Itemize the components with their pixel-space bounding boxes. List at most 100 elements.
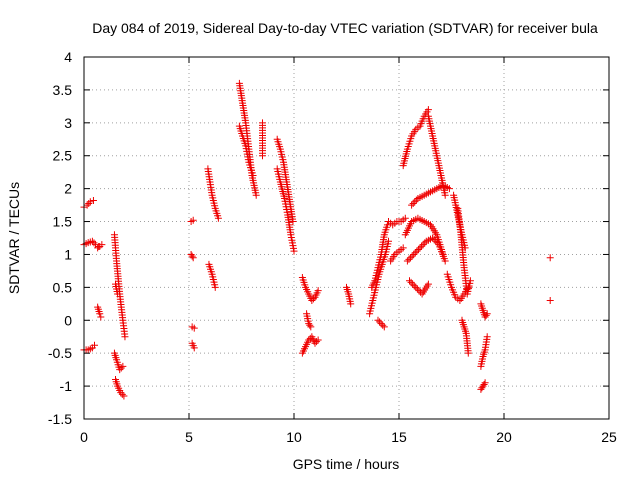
y-tick-label: -0.5: [48, 345, 72, 361]
data-point: [403, 257, 411, 265]
data-point: [289, 218, 297, 226]
data-point: [424, 106, 432, 114]
chart-title: Day 084 of 2019, Sidereal Day-to-day VTE…: [92, 20, 598, 36]
data-point: [121, 333, 129, 341]
data-point: [306, 321, 314, 329]
y-tick-label: 0.5: [53, 279, 73, 295]
data-point: [119, 362, 127, 370]
data-point: [412, 196, 420, 204]
data-point: [249, 171, 257, 179]
y-tick-label: 4: [64, 49, 72, 65]
data-point: [466, 277, 474, 285]
data-point: [307, 323, 315, 331]
y-tick-label: 2.5: [53, 148, 73, 164]
data-point: [481, 379, 489, 387]
data-point: [546, 254, 554, 262]
grid: [84, 57, 609, 419]
data-point: [407, 254, 415, 262]
data-point: [88, 237, 96, 245]
x-tick-label: 15: [391, 429, 407, 445]
x-tick-labels: 0 5 10 15 20 25: [80, 429, 617, 445]
data-point: [411, 249, 419, 257]
data-point: [311, 339, 319, 347]
data-point: [96, 310, 104, 318]
data-point: [83, 201, 91, 209]
data-point: [399, 244, 407, 252]
data-point: [214, 214, 222, 222]
x-tick-label: 25: [601, 429, 617, 445]
data-point: [401, 214, 409, 222]
data-point: [376, 318, 384, 326]
data-point: [314, 287, 322, 295]
data-point: [91, 341, 98, 349]
data-point: [414, 246, 422, 254]
data-point: [546, 297, 554, 305]
data-point: [114, 290, 122, 298]
data-point: [309, 295, 317, 303]
y-tick-label: 3.5: [53, 82, 73, 98]
data-point: [405, 255, 413, 263]
data-point: [418, 242, 426, 250]
data-point: [89, 196, 97, 204]
data-point: [347, 300, 355, 308]
data-point: [290, 247, 298, 255]
data-point: [380, 323, 388, 331]
y-tick-label: -1: [60, 378, 73, 394]
data-point: [419, 241, 427, 249]
y-tick-label: -1.5: [48, 411, 72, 427]
data-point: [85, 199, 93, 207]
data-point: [430, 236, 438, 244]
data-point: [189, 216, 197, 224]
data-point: [98, 241, 106, 249]
data-point: [433, 239, 441, 247]
data-point: [408, 252, 416, 260]
plot-frame: [83, 56, 610, 420]
data-point: [412, 283, 420, 291]
data-point: [441, 191, 449, 199]
data-point: [120, 392, 128, 400]
data-point: [314, 336, 322, 344]
data-point: [464, 349, 472, 357]
data-point: [305, 336, 313, 344]
data-point: [483, 333, 491, 341]
data-point: [406, 277, 413, 285]
data-point: [117, 389, 125, 397]
data-point: [424, 280, 432, 288]
data-point: [415, 287, 423, 295]
data-point: [116, 366, 124, 374]
y-tick-label: 3: [64, 115, 72, 131]
data-point: [432, 237, 440, 245]
data-point: [90, 239, 98, 247]
data-point: [413, 285, 421, 293]
y-axis-label: SDTVAR / TECUs: [6, 182, 22, 294]
data-point: [374, 316, 382, 324]
data-points: [80, 79, 554, 400]
data-point: [445, 185, 453, 193]
data-point: [385, 237, 392, 245]
data-point: [483, 310, 491, 318]
data-point: [188, 252, 196, 260]
x-axis-label: GPS time / hours: [293, 456, 400, 472]
data-point: [313, 338, 321, 346]
y-tick-label: 2: [64, 181, 72, 197]
data-point: [410, 250, 418, 258]
y-tick-labels: -1.5 -1 -0.5 0 0.5 1 1.5 2 2.5 3 3.5 4: [48, 49, 72, 427]
data-point: [190, 324, 198, 332]
x-tick-label: 10: [286, 429, 302, 445]
data-point: [97, 313, 105, 321]
data-point: [211, 283, 219, 291]
data-point: [252, 191, 260, 199]
data-point: [482, 311, 490, 319]
x-tick-label: 5: [185, 429, 193, 445]
data-point: [429, 234, 437, 242]
axis-ticks: [83, 56, 610, 420]
x-tick-label: 0: [80, 429, 88, 445]
data-point: [379, 321, 387, 329]
data-point: [441, 257, 449, 265]
data-point: [413, 247, 421, 255]
data-point: [86, 198, 94, 206]
data-point: [409, 280, 417, 288]
y-tick-label: 1.5: [53, 214, 73, 230]
data-point: [117, 364, 125, 372]
